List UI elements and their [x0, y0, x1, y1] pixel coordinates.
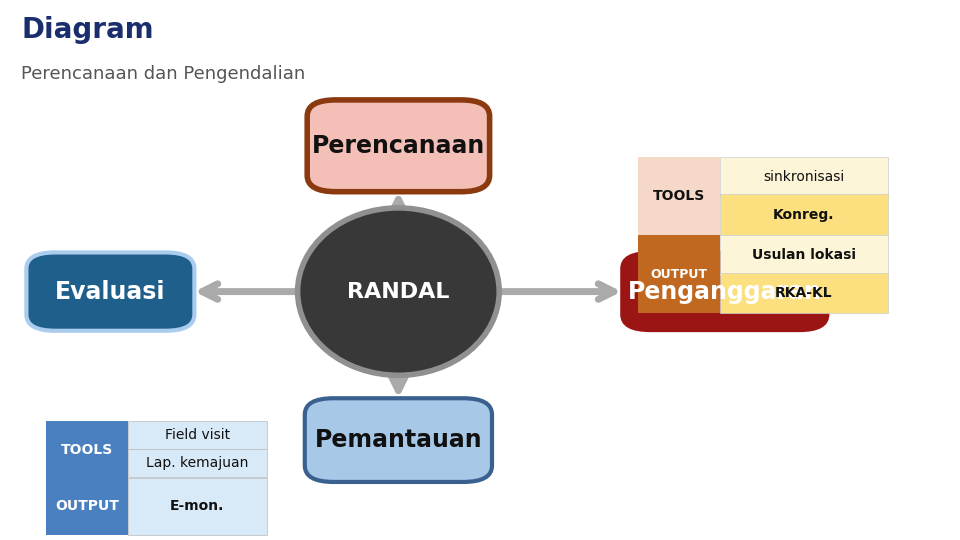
FancyBboxPatch shape	[307, 100, 490, 192]
FancyBboxPatch shape	[46, 421, 128, 478]
Text: Pemantauan: Pemantauan	[315, 428, 482, 452]
Text: TOOLS: TOOLS	[60, 443, 113, 456]
Text: Evaluasi: Evaluasi	[55, 280, 166, 303]
FancyBboxPatch shape	[27, 252, 194, 330]
Text: Penganggaran: Penganggaran	[628, 280, 822, 303]
Text: TOOLS: TOOLS	[653, 189, 706, 202]
Ellipse shape	[298, 208, 499, 375]
Text: OUTPUT: OUTPUT	[55, 500, 119, 513]
Text: Usulan lokasi: Usulan lokasi	[752, 248, 856, 262]
FancyBboxPatch shape	[305, 399, 492, 482]
Text: Perencanaan: Perencanaan	[312, 134, 485, 158]
Text: E-mon.: E-mon.	[170, 500, 225, 513]
FancyBboxPatch shape	[720, 235, 888, 275]
Text: OUTPUT: OUTPUT	[651, 267, 708, 281]
Text: Field visit: Field visit	[165, 428, 229, 442]
FancyBboxPatch shape	[720, 194, 888, 235]
FancyBboxPatch shape	[128, 449, 267, 477]
Text: RANDAL: RANDAL	[348, 281, 449, 302]
FancyBboxPatch shape	[128, 478, 267, 535]
Text: sinkronisasi: sinkronisasi	[763, 170, 845, 184]
FancyBboxPatch shape	[128, 421, 267, 449]
FancyBboxPatch shape	[621, 252, 828, 330]
FancyBboxPatch shape	[720, 273, 888, 313]
FancyBboxPatch shape	[638, 235, 720, 313]
Text: Lap. kemajuan: Lap. kemajuan	[146, 456, 249, 470]
Text: Diagram: Diagram	[21, 16, 154, 44]
Text: RKA-KL: RKA-KL	[775, 286, 833, 300]
Text: Konreg.: Konreg.	[773, 208, 835, 221]
FancyBboxPatch shape	[638, 157, 720, 235]
FancyBboxPatch shape	[720, 157, 888, 197]
Text: Perencanaan dan Pengendalian: Perencanaan dan Pengendalian	[21, 65, 305, 83]
FancyBboxPatch shape	[46, 478, 128, 535]
